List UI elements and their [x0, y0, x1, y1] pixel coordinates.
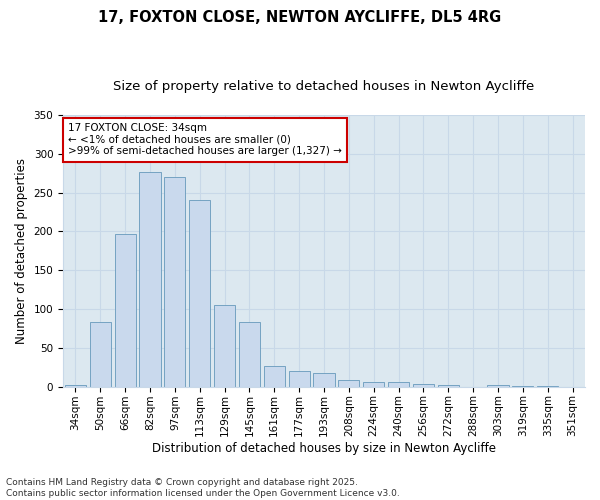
Bar: [239, 322, 260, 386]
Text: Contains HM Land Registry data © Crown copyright and database right 2025.
Contai: Contains HM Land Registry data © Crown c…: [6, 478, 400, 498]
Bar: [139, 172, 161, 386]
Bar: [164, 177, 185, 386]
Text: 17, FOXTON CLOSE, NEWTON AYCLIFFE, DL5 4RG: 17, FOXTON CLOSE, NEWTON AYCLIFFE, DL5 4…: [98, 10, 502, 25]
Y-axis label: Number of detached properties: Number of detached properties: [15, 158, 28, 344]
Bar: [289, 371, 310, 386]
Bar: [487, 385, 509, 386]
Bar: [90, 322, 111, 386]
Title: Size of property relative to detached houses in Newton Aycliffe: Size of property relative to detached ho…: [113, 80, 535, 93]
Bar: [438, 385, 459, 386]
X-axis label: Distribution of detached houses by size in Newton Aycliffe: Distribution of detached houses by size …: [152, 442, 496, 455]
Bar: [363, 382, 384, 386]
Bar: [189, 200, 210, 386]
Bar: [115, 234, 136, 386]
Bar: [313, 374, 335, 386]
Bar: [388, 382, 409, 386]
Bar: [214, 305, 235, 386]
Text: 17 FOXTON CLOSE: 34sqm
← <1% of detached houses are smaller (0)
>99% of semi-det: 17 FOXTON CLOSE: 34sqm ← <1% of detached…: [68, 123, 342, 156]
Bar: [264, 366, 285, 386]
Bar: [413, 384, 434, 386]
Bar: [338, 380, 359, 386]
Bar: [65, 385, 86, 386]
